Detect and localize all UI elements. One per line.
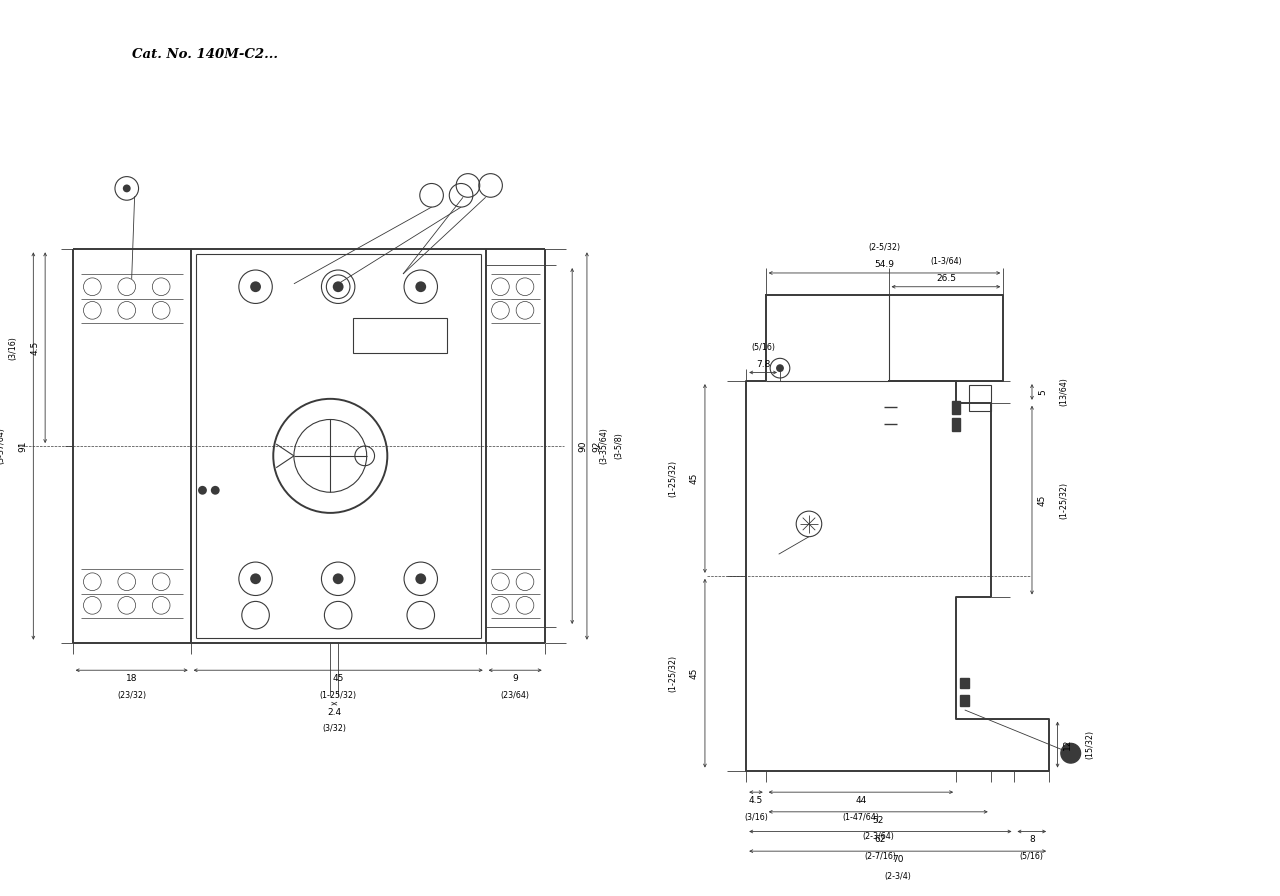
Text: (2-3/64): (2-3/64) [863,832,895,841]
Text: (23/32): (23/32) [116,691,146,700]
Circle shape [198,486,207,495]
Bar [952,418,960,431]
Circle shape [123,185,131,193]
Text: (3-35/64): (3-35/64) [600,427,609,464]
Circle shape [776,364,783,372]
Text: 45: 45 [690,668,699,679]
Text: 62: 62 [874,835,886,844]
Text: (3/16): (3/16) [9,336,18,359]
Text: (2-7/16): (2-7/16) [864,852,896,861]
Text: 18: 18 [125,674,137,683]
Text: (1-3/64): (1-3/64) [931,257,961,266]
Text: (5/16): (5/16) [1020,852,1043,861]
Text: (3-5/8): (3-5/8) [614,433,623,460]
Text: 44: 44 [855,796,867,806]
Text: 26.5: 26.5 [936,274,956,283]
Text: 5: 5 [1038,389,1047,395]
Bar [969,385,991,411]
Text: 45: 45 [1038,495,1047,506]
Text: 54.9: 54.9 [874,260,895,269]
Text: (2-3/4): (2-3/4) [884,872,911,881]
Text: 4.5: 4.5 [31,340,40,355]
Text: (5/16): (5/16) [751,343,776,352]
Text: 7.8: 7.8 [756,359,771,368]
Circle shape [415,573,426,584]
Text: 12: 12 [1064,739,1073,750]
Text: (1-25/32): (1-25/32) [668,655,677,692]
Text: (2-5/32): (2-5/32) [868,244,901,253]
Text: 9: 9 [512,674,518,683]
Text: Cat. No. 140M-C2...: Cat. No. 140M-C2... [132,47,279,61]
Circle shape [1061,744,1080,763]
Circle shape [333,281,343,292]
Text: (1-25/32): (1-25/32) [668,460,677,497]
Circle shape [333,573,343,584]
Circle shape [211,486,220,495]
Text: (15/32): (15/32) [1085,730,1094,759]
Text: (1-25/32): (1-25/32) [320,691,357,700]
Text: (3/32): (3/32) [323,724,346,733]
Circle shape [415,281,426,292]
Circle shape [250,281,261,292]
Text: 70: 70 [892,855,904,864]
Text: (3/16): (3/16) [744,813,768,822]
Text: 8: 8 [1029,835,1034,844]
Text: (1-25/32): (1-25/32) [1060,481,1069,519]
Text: 45: 45 [690,473,699,484]
Bar [960,677,969,688]
Text: 45: 45 [333,674,344,683]
Text: (3-37/64): (3-37/64) [0,427,6,464]
Bar [960,694,969,706]
Text: 92: 92 [593,440,602,452]
Text: (23/64): (23/64) [500,691,530,700]
Text: (1-47/64): (1-47/64) [842,813,879,822]
Text: 91: 91 [18,440,27,452]
Text: (13/64): (13/64) [1060,377,1069,407]
Text: 90: 90 [579,440,588,452]
Text: 52: 52 [873,815,884,824]
Circle shape [250,573,261,584]
Text: 2.4: 2.4 [328,708,342,717]
Text: 4.5: 4.5 [749,796,763,806]
Bar [952,401,960,414]
Bar [353,318,447,353]
